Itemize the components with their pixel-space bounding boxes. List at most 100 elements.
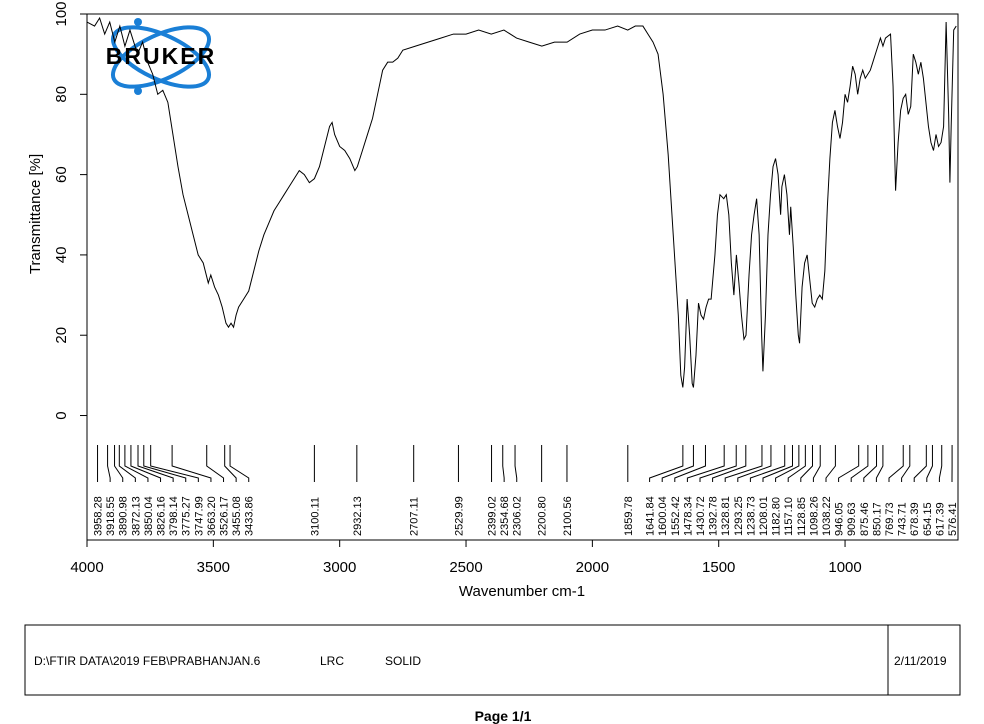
peak-label: 2354.68 [499,496,511,536]
peak-label: 3890.98 [118,496,130,536]
peak-leader [800,445,813,482]
peak-leader [863,445,878,482]
y-tick-label: 40 [53,247,70,264]
peak-label: 2200.80 [537,496,549,536]
peak-leader [514,445,518,482]
peak-label: 3433.86 [244,496,256,536]
peak-label: 1128.85 [796,497,808,536]
peak-leader [649,445,684,482]
peak-leader [724,445,763,482]
peak-leader [825,445,836,482]
peak-label: 1478.34 [682,496,694,536]
y-tick-label: 20 [53,327,70,344]
peak-label: 1208.01 [758,496,770,536]
peak-leader [850,445,869,482]
peak-label: 1293.25 [733,496,745,536]
y-axis-label: Transmittance [%] [27,154,44,274]
peak-leader [699,445,737,482]
peak-label: 1098.26 [808,496,820,536]
peak-leader [712,445,747,482]
peak-leader [674,445,706,482]
spectrum-line [86,16,957,388]
footer-box [24,624,961,696]
peak-label: 1552.42 [670,496,682,536]
peak-leader [107,445,111,482]
peak-leader [913,445,927,482]
peak-leader [502,445,505,482]
peak-label: 1157.10 [783,497,795,536]
peak-leader [812,445,821,482]
peak-label: 3958.28 [93,496,105,536]
peak-label: 3100.11 [309,497,321,536]
page-number: Page 1/1 [475,708,532,724]
peak-label: 2399.02 [487,496,499,536]
x-tick-label: 1000 [828,559,861,576]
peak-leader [762,445,793,482]
x-tick-label: 1500 [702,559,735,576]
peak-leader [130,445,162,482]
peak-label: 909.63 [846,502,858,536]
peak-leader [838,445,860,482]
peak-label: 1038.22 [821,496,833,536]
peak-label: 576.41 [947,502,959,536]
peak-label: 2306.02 [512,496,524,536]
peak-label: 946.05 [834,502,846,536]
peak-label: 1859.78 [623,496,635,536]
plot-frame [86,13,959,541]
peak-leader [938,445,943,482]
peak-leader [229,445,250,482]
peak-label: 1600.04 [657,496,669,536]
peak-label: 617.39 [934,502,946,536]
y-tick-label: 60 [53,166,70,183]
peak-label: 3918.55 [105,496,117,536]
logo-orbit [110,25,212,89]
peak-label: 769.73 [884,502,896,536]
peak-leader [224,445,237,482]
logo-dot [134,18,142,26]
peak-leader [749,445,786,482]
peak-label: 875.46 [859,502,871,536]
peak-leader [124,445,149,482]
peak-leader [775,445,800,482]
peak-leader [875,445,884,482]
sample: LRC [320,654,344,668]
peak-leader [661,445,694,482]
logo-dot [134,87,142,95]
date: 2/11/2019 [894,654,947,668]
peak-leader [114,445,124,482]
peak-label: 678.39 [909,502,921,536]
peak-label: 3663.20 [206,496,218,536]
x-tick-label: 2500 [449,559,482,576]
x-tick-label: 4000 [70,559,103,576]
peak-label: 3526.17 [219,496,231,536]
peak-label: 1238.73 [745,496,757,536]
x-tick-label: 3000 [323,559,356,576]
peak-leader [143,445,187,482]
peak-label: 743.71 [897,502,909,536]
peak-label: 850.17 [871,502,883,536]
y-tick-label: 0 [53,411,70,419]
peak-label: 3775.27 [181,496,193,536]
peak-leader [686,445,725,482]
peak-leader [171,445,212,482]
peak-label: 1392.78 [708,496,720,536]
peak-leader [737,445,772,482]
peak-leader [888,445,904,482]
peak-leader [118,445,136,482]
peak-leader [150,445,199,482]
y-tick-label: 80 [53,86,70,103]
peak-label: 3798.14 [168,496,180,536]
state: SOLID [385,654,421,668]
logo: BRUKER [106,18,214,95]
peak-leader [926,445,933,482]
peak-label: 2707.11 [409,497,421,536]
peak-leader [787,445,806,482]
peak-label: 2529.99 [453,496,465,536]
y-tick-label: 100 [53,1,70,26]
peak-leader [901,445,911,482]
peak-label: 1430.72 [695,496,707,536]
logo-orbit [110,25,212,89]
x-tick-label: 3500 [197,559,230,576]
peak-label: 3850.04 [143,496,155,536]
